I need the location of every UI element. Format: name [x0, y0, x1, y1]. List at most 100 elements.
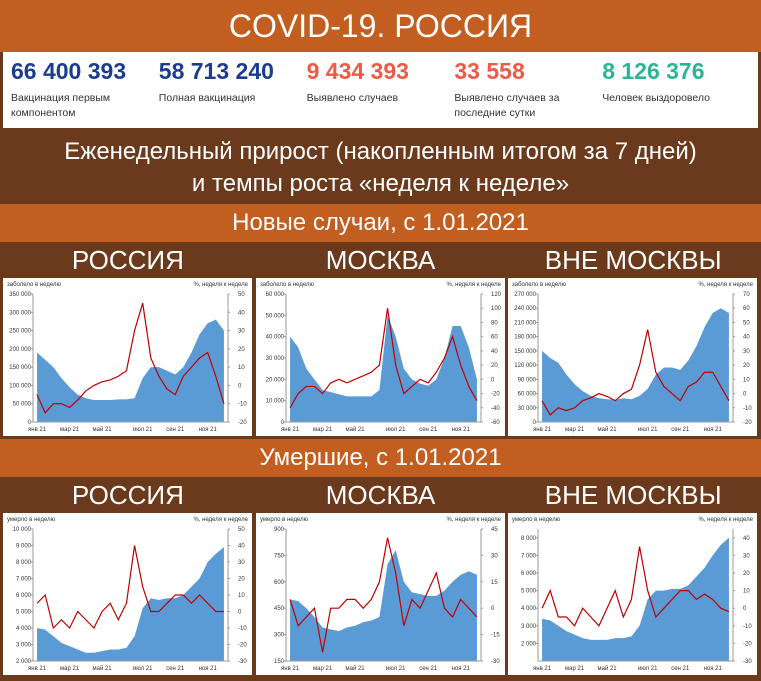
y2-tick-label: 30 — [743, 553, 750, 559]
y-tick-label: 100 000 — [9, 383, 31, 389]
y2-axis-label: %, неделя к неделе — [193, 282, 248, 288]
y2-tick-label: -20 — [491, 392, 500, 398]
y2-tick-label: 10 — [743, 589, 750, 595]
y2-tick-label: 20 — [238, 577, 245, 583]
y2-axis-label: %, неделя к неделе — [446, 282, 501, 288]
x-tick-label: янв 21 — [281, 427, 300, 433]
x-tick-label: мар 21 — [60, 427, 80, 433]
y2-tick-label: 0 — [238, 610, 242, 616]
y2-tick-label: -30 — [491, 659, 500, 665]
y2-tick-label: 40 — [743, 335, 750, 341]
y2-tick-label: -10 — [743, 406, 752, 412]
y-tick-label: 50 000 — [265, 313, 284, 319]
y-tick-label: 8 000 — [16, 560, 32, 566]
y-tick-label: 90 000 — [518, 377, 537, 383]
y2-tick-label: -10 — [238, 626, 247, 632]
y-tick-label: 30 000 — [518, 406, 537, 412]
x-tick-label: ноя 21 — [199, 666, 218, 672]
y2-tick-label: 0 — [491, 377, 495, 383]
chart-cell: ВНЕ МОСКВЫ умерло в неделю %, неделя к нед… — [508, 477, 758, 675]
x-tick-label: ноя 21 — [704, 666, 723, 672]
y2-tick-label: 45 — [491, 527, 498, 533]
y-tick-label: 450 — [274, 606, 285, 612]
y-tick-label: 300 — [274, 633, 285, 639]
y-tick-label: 3 000 — [16, 643, 32, 649]
x-tick-label: ноя 21 — [199, 427, 218, 433]
x-tick-label: мар 21 — [313, 427, 333, 433]
x-tick-label: июл 21 — [133, 427, 153, 433]
chart-title: МОСКВА — [325, 245, 436, 275]
y2-tick-label: 40 — [491, 349, 498, 355]
x-tick-label: мар 21 — [565, 427, 585, 433]
y-tick-label: 6 000 — [16, 593, 32, 599]
y2-axis-label: %, неделя к неделе — [446, 517, 501, 523]
y-tick-label: 600 — [274, 580, 285, 586]
y2-tick-label: 40 — [238, 310, 245, 316]
y2-tick-label: 60 — [743, 306, 750, 312]
chart: умерло в неделю%, неделя к неделе1503004… — [255, 513, 505, 675]
stat: 33 558 Выявлено случаев за последние сутк… — [454, 58, 602, 122]
stat: 66 400 393 Вакцинация первым компонентом — [11, 58, 159, 122]
y2-tick-label: -20 — [743, 420, 752, 426]
x-tick-label: сен 21 — [672, 427, 691, 433]
x-tick-label: ноя 21 — [451, 666, 470, 672]
stat-value: 8 126 376 — [602, 58, 705, 84]
subtitle: Еженедельный прирост (накопленным итогом… — [64, 138, 697, 197]
chart-title: ВНЕ МОСКВЫ — [544, 245, 722, 275]
line — [541, 546, 730, 627]
stats: 66 400 393 Вакцинация первым компонентом 5… — [3, 52, 758, 128]
y-tick-label: 350 000 — [9, 292, 31, 298]
y-axis-label: умерло в неделю — [7, 517, 56, 523]
y2-tick-label: 70 — [743, 292, 750, 298]
x-tick-label: ноя 21 — [451, 427, 470, 433]
chart-title: ВНЕ МОСКВЫ — [544, 480, 722, 510]
y2-tick-label: 30 — [743, 349, 750, 355]
chart: заболело в неделю %, неделя к неделе 0 50 0… — [3, 278, 252, 436]
y-axis-label: заболело в неделю — [260, 282, 314, 288]
line — [36, 545, 224, 630]
chart-cell: ВНЕ МОСКВЫ заболело в неделю %, неделя к н… — [508, 242, 758, 436]
y2-tick-label: -15 — [491, 633, 500, 639]
stat-label: Вакцинация первым компонентом — [11, 92, 111, 119]
y2-tick-label: -20 — [743, 641, 752, 647]
y2-tick-label: 30 — [238, 560, 245, 566]
x-tick-label: сен 21 — [166, 666, 185, 672]
y-tick-label: 2 000 — [16, 659, 32, 665]
y2-tick-label: -20 — [238, 643, 247, 649]
x-tick-label: янв 21 — [28, 427, 47, 433]
chart-row: РОССИЯ заболело в неделю %, неделя к недел… — [0, 242, 761, 436]
area — [289, 550, 477, 661]
chart-title: РОССИЯ — [71, 245, 184, 275]
stat-label: Выявлено случаев за последние сутки — [454, 92, 560, 119]
y-tick-label: 270 000 — [515, 292, 537, 298]
x-tick-label: июл 21 — [386, 666, 406, 672]
y-tick-label: 40 000 — [265, 335, 284, 341]
x-tick-label: янв 21 — [533, 427, 552, 433]
x-tick-label: июл 21 — [386, 427, 406, 433]
y2-tick-label: 120 — [491, 292, 502, 298]
x-tick-label: мар 21 — [565, 666, 585, 672]
chart-cell: РОССИЯ умерло в неделю %, неделя к неделе 2… — [3, 477, 253, 675]
y2-tick-label: 10 — [743, 377, 750, 383]
area — [289, 315, 477, 422]
stat-label: Человек выздоровело — [602, 92, 710, 104]
y2-tick-label: -60 — [491, 420, 500, 426]
y-tick-label: 150 000 — [9, 365, 31, 371]
x-tick-label: сен 21 — [419, 666, 438, 672]
area — [542, 308, 730, 422]
x-tick-label: мар 21 — [60, 666, 80, 672]
x-tick-label: ноя 21 — [704, 427, 723, 433]
x-tick-label: сен 21 — [419, 427, 438, 433]
stat-value: 9 434 393 — [306, 58, 409, 84]
y-tick-label: 120 000 — [515, 363, 537, 369]
y2-tick-label: -40 — [491, 406, 500, 412]
chart: умерло в неделю %, неделя к неделе 2 000 3 … — [508, 513, 758, 675]
x-tick-label: сен 21 — [166, 427, 185, 433]
y-tick-label: 9 000 — [16, 544, 32, 550]
y2-tick-label: 50 — [238, 527, 245, 533]
y-tick-label: 6 000 — [521, 571, 537, 577]
chart-cell: РОССИЯ заболело в неделю %, неделя к недел… — [3, 242, 253, 436]
y2-tick-label: 10 — [238, 365, 245, 371]
y-tick-label: 5 000 — [521, 589, 537, 595]
